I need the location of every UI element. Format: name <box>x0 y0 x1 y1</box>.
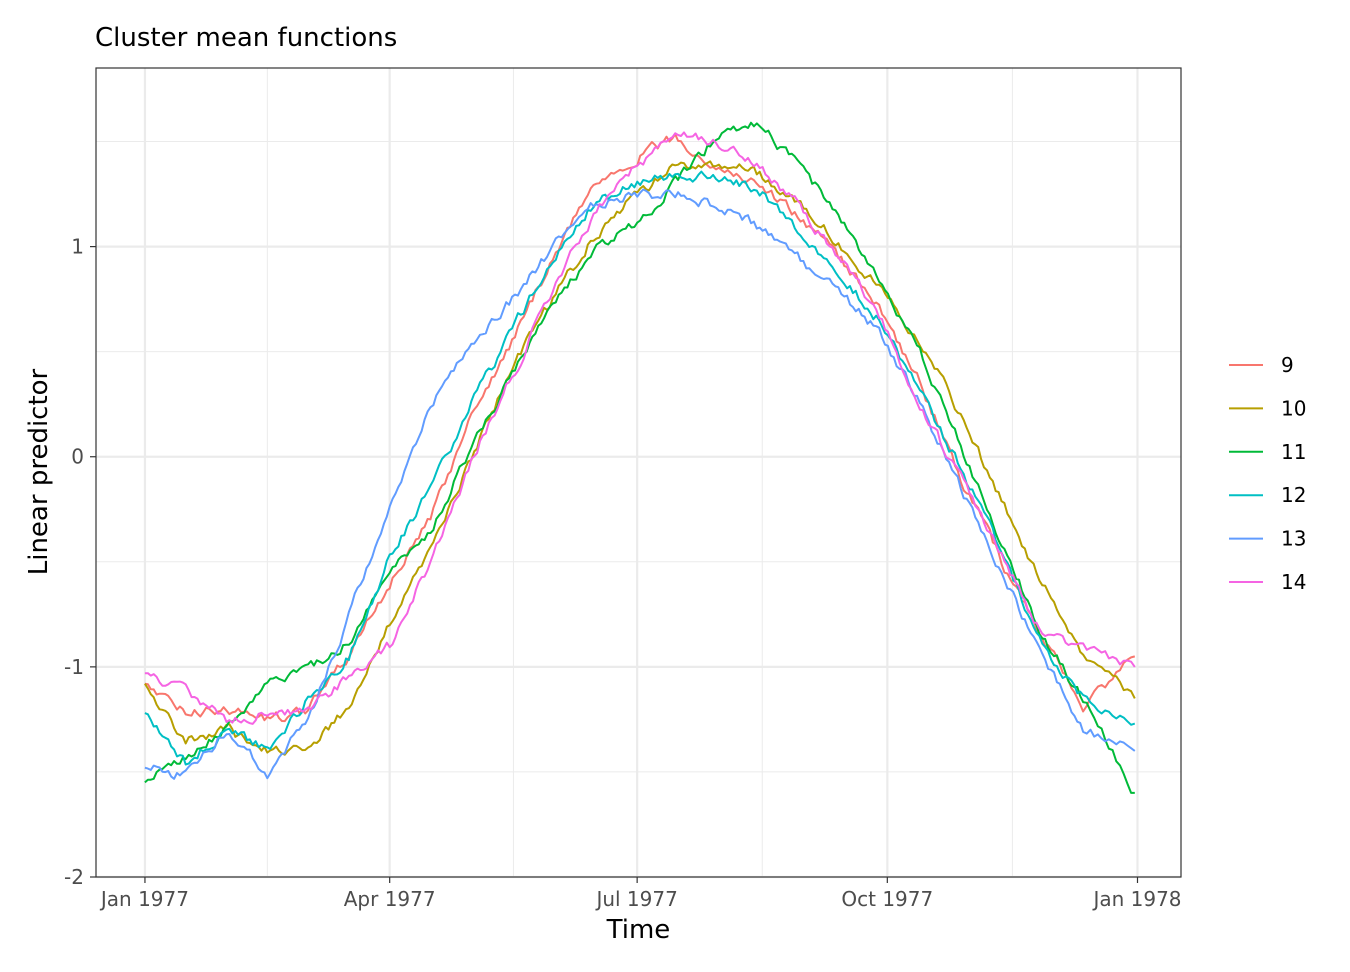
series-line-11 <box>144 121 1135 794</box>
y-axis-title: Linear predictor <box>24 368 54 575</box>
plot-panel <box>95 67 1182 879</box>
x-tick-label: Apr 1977 <box>344 887 436 911</box>
legend-label-13: 13 <box>1281 527 1306 551</box>
y-axis-ticks: -2 -1 0 1 <box>64 235 96 889</box>
panel-background <box>96 68 1181 877</box>
y-tick-label: 0 <box>71 445 84 469</box>
series-line-14 <box>144 131 1136 725</box>
legend-label-12: 12 <box>1281 483 1306 507</box>
legend-label-11: 11 <box>1281 440 1306 464</box>
x-tick-label: Jan 1978 <box>1091 887 1181 911</box>
y-tick-label: -1 <box>64 655 84 679</box>
series-line-12 <box>144 170 1136 766</box>
panel-border <box>95 67 1182 878</box>
x-tick-label: Jan 1977 <box>99 887 189 911</box>
x-axis-title: Time <box>606 915 671 945</box>
y-tick-label: 1 <box>71 235 84 259</box>
series-line-13 <box>144 188 1136 780</box>
legend-label-10: 10 <box>1281 396 1306 420</box>
chart-title: Cluster mean functions <box>95 23 397 53</box>
x-tick-label: Oct 1977 <box>841 887 933 911</box>
x-axis-ticks: Jan 1977 Apr 1977 Jul 1977 Oct 1977 Jan 1978 <box>99 877 1182 911</box>
x-tick-label: Jul 1977 <box>594 887 677 911</box>
y-tick-label: -2 <box>64 865 84 889</box>
legend-label-9: 9 <box>1281 353 1294 377</box>
legend-label-14: 14 <box>1281 570 1306 594</box>
legend: 9 10 11 12 13 14 <box>1229 353 1306 594</box>
